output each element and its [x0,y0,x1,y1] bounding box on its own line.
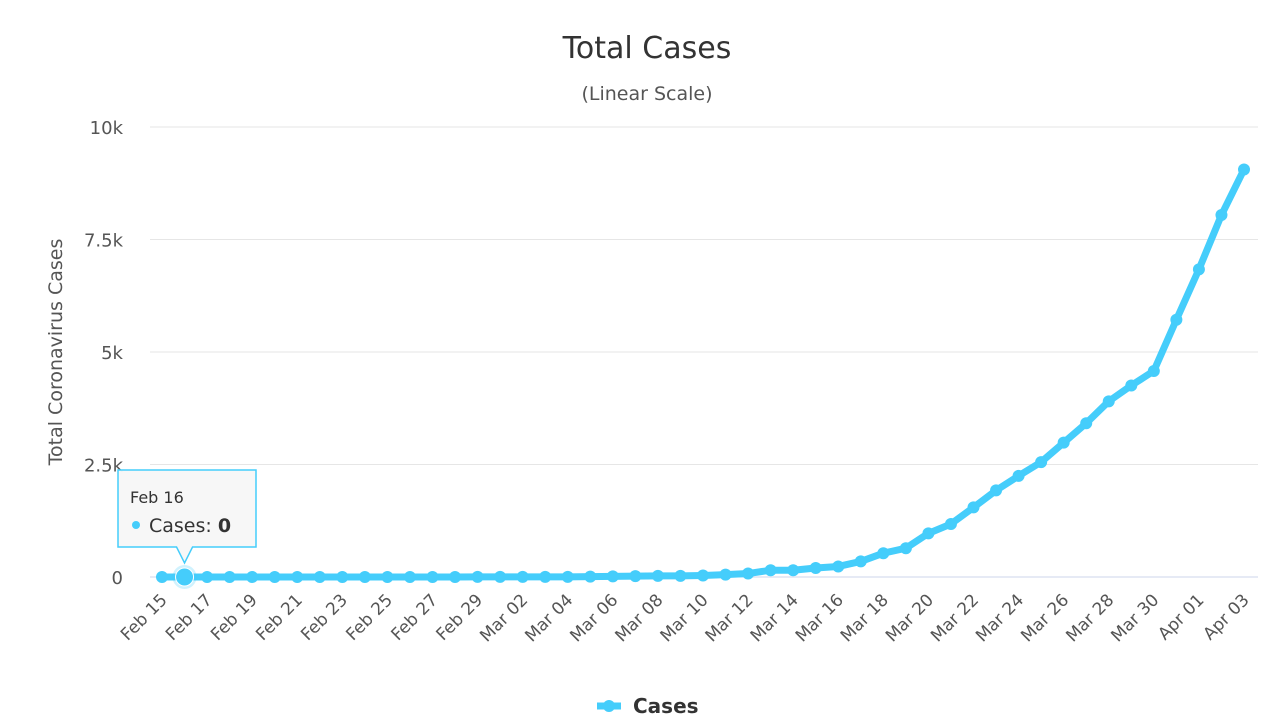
y-tick-label: 0 [112,568,123,589]
x-tick-label: Mar 22 [927,590,983,646]
x-tick-label: Feb 17 [162,590,217,645]
data-point [787,564,800,577]
data-point [1125,379,1138,392]
x-tick-label: Mar 04 [521,590,577,646]
data-point [584,570,597,583]
data-point [1170,313,1183,326]
data-point [291,571,304,583]
data-point [313,571,326,583]
data-point [358,571,371,583]
x-tick-label: Mar 26 [1017,590,1073,646]
x-tick-label: Mar 16 [792,590,848,646]
hover-point [175,567,195,587]
series-line [158,165,1248,581]
tooltip-line: Cases: 0 [149,515,231,537]
data-point [336,571,349,583]
x-tick-label: Apr 01 [1154,590,1208,644]
x-tick-label: Mar 24 [972,590,1028,646]
tooltip-bullet [132,521,140,529]
data-point [494,570,507,583]
data-point [809,562,822,574]
y-axis-title: Total Coronavirus Cases [45,239,67,467]
x-tick-label: Mar 08 [612,590,668,646]
x-tick-label: Mar 20 [882,590,938,646]
chart-title: Total Cases [562,31,732,66]
data-point [877,547,890,560]
data-point [268,571,281,583]
data-point [1215,209,1228,222]
x-tick-label: Feb 23 [297,590,352,645]
data-point [471,570,484,583]
x-tick-label: Mar 02 [476,590,532,646]
tooltip-box [117,469,257,565]
data-point [516,570,529,583]
data-point [832,560,845,573]
data-point [223,571,236,583]
data-point [764,564,777,577]
tooltip-series: Cases [149,515,205,537]
x-tick-label: Feb 27 [387,590,442,645]
data-point [561,570,574,583]
y-tick-label: 2.5k [84,456,124,477]
x-tick-label: Mar 12 [702,590,758,646]
data-point [426,570,439,583]
plot [156,163,1250,583]
data-point [1147,364,1160,377]
tooltip-title: Feb 16 [130,488,184,507]
data-point [697,569,709,582]
data-point [606,570,619,583]
chart-subtitle: (Linear Scale) [581,83,712,105]
data-point [246,571,259,583]
legend-label[interactable]: Cases [633,694,699,718]
y-tick-label: 7.5k [84,231,124,252]
data-point [449,570,462,583]
data-point [201,571,214,583]
y-tick-label: 10k [90,118,124,139]
data-point [674,569,687,582]
data-point [651,569,664,582]
x-tick-label: Mar 06 [566,590,622,646]
data-point [990,484,1003,497]
data-point [1192,263,1205,276]
x-tick-label: Mar 14 [747,590,803,646]
data-point [899,542,912,555]
data-point [1057,436,1070,449]
data-point [156,571,168,583]
data-point [381,571,394,583]
legend: Cases [597,694,699,718]
data-point [742,567,755,580]
tooltip-value: 0 [218,515,231,537]
tooltip: Feb 16 Cases: 0 [117,469,257,589]
data-point [1012,469,1025,482]
data-point [967,501,980,514]
x-tick-label: Mar 30 [1107,590,1163,646]
x-tick-label: Apr 03 [1199,590,1253,644]
data-point [1102,395,1115,408]
data-point [944,517,957,530]
data-point [1035,456,1048,469]
data-point [719,568,732,581]
data-point [1238,163,1250,176]
x-tick-label: Feb 25 [342,590,397,645]
data-point [922,527,935,540]
x-tick-label: Mar 18 [837,590,893,646]
y-tick-label: 5k [101,343,123,364]
data-point [1080,417,1093,430]
data-point [629,570,642,583]
data-point [539,570,552,583]
legend-marker [603,700,615,712]
x-tick-label: Feb 29 [433,590,488,645]
data-point [854,555,867,568]
x-tick-label: Mar 10 [657,590,713,646]
x-tick-label: Mar 28 [1062,590,1118,646]
x-tick-label: Feb 15 [117,590,172,645]
x-tick-label: Feb 21 [252,590,307,645]
data-point [403,570,416,583]
x-tick-label: Feb 19 [207,590,262,645]
